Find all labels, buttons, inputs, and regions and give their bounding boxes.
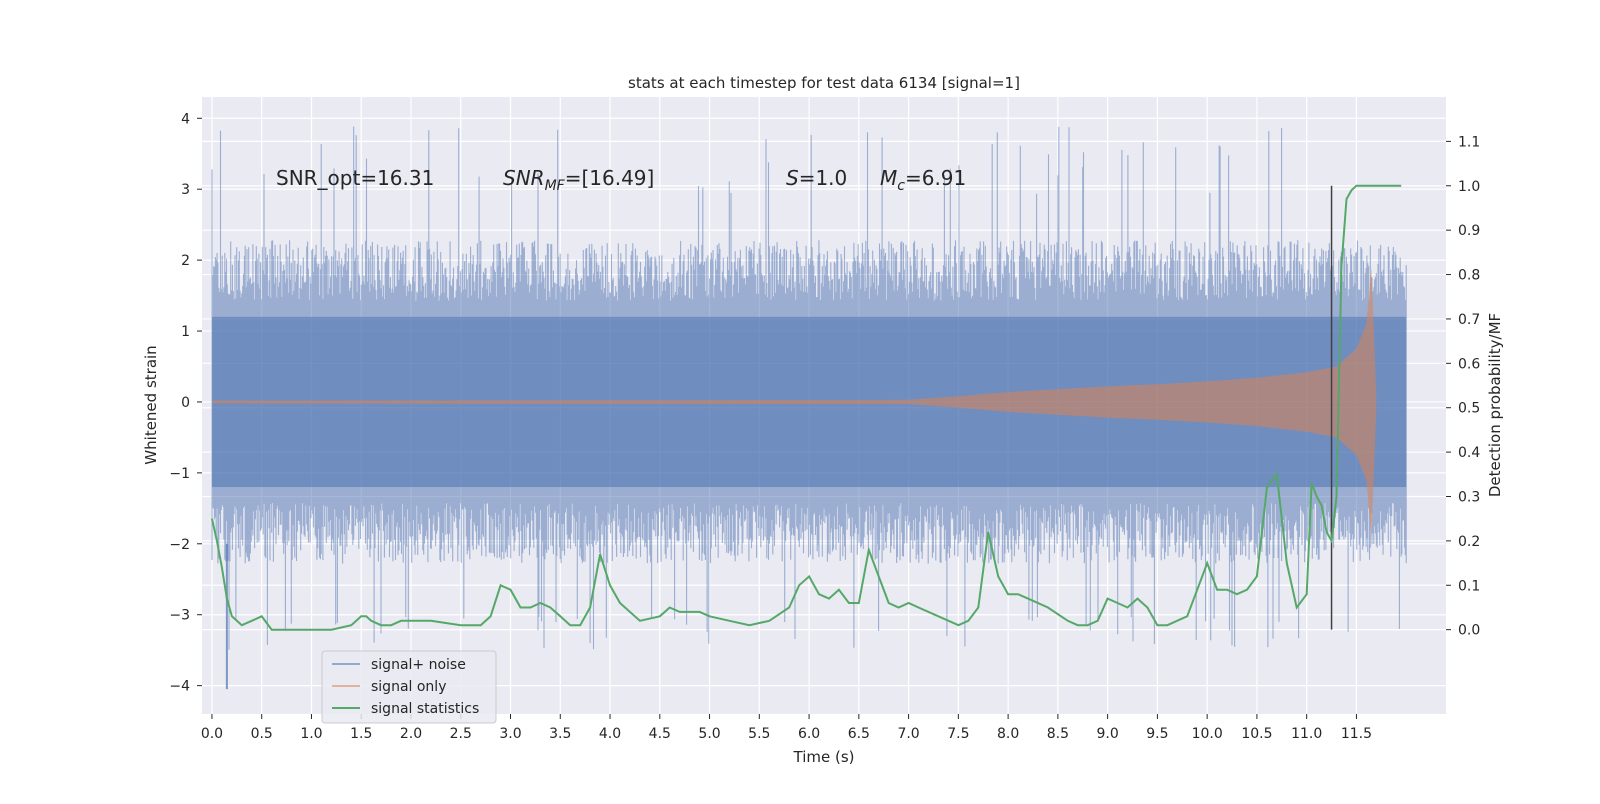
series-signal-only	[212, 267, 1377, 537]
y2-axis-ticks: 1.1 1.0 0.9 0.8 0.7 0.6 0.5 0.4 0.3 0.2 0.1 0.0	[1446, 134, 1480, 639]
x-axis-ticks: 0.0 0.5 1.0 1.5 2.0 2.5 3.0 3.5 4.0 4.5 5.0 5.5 6.0 6…	[201, 714, 1372, 742]
y2-tick-label-10: 0.1	[1458, 578, 1480, 594]
x-tick-label-15: 7.5	[947, 726, 969, 742]
x-tick-label-19: 9.5	[1146, 726, 1168, 742]
y2-tick-label-3: 0.8	[1458, 268, 1480, 284]
legend-label-signal-plus-noise: signal+ noise	[371, 657, 466, 673]
y-tick-label-6: −2	[169, 537, 190, 553]
legend-label-signal-only: signal only	[371, 679, 446, 695]
signal-envelope	[212, 267, 1377, 537]
y2-tick-label-11: 0.0	[1458, 623, 1480, 639]
y-tick-label-0: 4	[181, 111, 190, 127]
y2-tick-label-0: 1.1	[1458, 134, 1480, 150]
annotation-mc: Mc=6.91	[880, 166, 966, 194]
annotation-s-symbol: S	[786, 166, 799, 190]
y2-tick-label-7: 0.4	[1458, 445, 1480, 461]
annotation-snr-mf-base: SNR	[503, 166, 545, 190]
annotation-mc-value: =6.91	[905, 166, 966, 190]
x-axis-label: Time (s)	[793, 748, 855, 766]
x-tick-label-14: 7.0	[897, 726, 919, 742]
x-tick-label-13: 6.5	[848, 726, 870, 742]
y2-tick-label-2: 0.9	[1458, 223, 1480, 239]
x-tick-label-10: 5.0	[698, 726, 720, 742]
series-signal-statistics	[211, 184, 1402, 631]
x-tick-label-2: 1.0	[300, 726, 322, 742]
y-tick-label-8: −4	[169, 679, 190, 695]
x-tick-label-21: 10.5	[1241, 726, 1272, 742]
annotation-snr-mf: SNRMF=[16.49]	[503, 166, 654, 194]
y-axis-label: Whitened strain	[142, 345, 160, 464]
x-tick-label-17: 8.5	[1047, 726, 1069, 742]
annotation-snr-mf-value: =[16.49]	[565, 166, 655, 190]
y2-tick-label-5: 0.6	[1458, 356, 1480, 372]
x-tick-label-16: 8.0	[997, 726, 1019, 742]
x-tick-label-23: 11.5	[1341, 726, 1372, 742]
x-tick-label-1: 0.5	[251, 726, 273, 742]
x-tick-label-4: 2.0	[400, 726, 422, 742]
annotation-snr-opt: SNR_opt=16.31	[276, 166, 434, 190]
x-tick-label-11: 5.5	[748, 726, 770, 742]
legend-box	[321, 650, 497, 724]
y2-tick-label-8: 0.3	[1458, 489, 1480, 505]
y2-tick-label-9: 0.2	[1458, 534, 1480, 550]
x-tick-label-7: 3.5	[549, 726, 571, 742]
y2-axis-label: Detection probability/MF	[1486, 313, 1504, 497]
annotations: SNR_opt=16.31 SNRMF=[16.49] S=1.0 Mc=6.9…	[276, 166, 966, 194]
y-tick-label-5: −1	[169, 466, 190, 482]
y2-tick-label-6: 0.5	[1458, 401, 1480, 417]
x-tick-label-0: 0.0	[201, 726, 223, 742]
annotation-mc-sub: c	[897, 178, 905, 194]
y-tick-label-7: −3	[169, 608, 190, 624]
x-tick-label-6: 3.0	[499, 726, 521, 742]
y2-tick-label-4: 0.7	[1458, 312, 1480, 328]
y-tick-label-2: 2	[181, 253, 190, 269]
x-tick-label-12: 6.0	[798, 726, 820, 742]
y-axis-ticks: 4 3 2 1 0 −1 −2 −3 −4	[169, 111, 202, 695]
annotation-s-value: =1.0	[799, 166, 848, 190]
y-tick-label-4: 0	[181, 395, 190, 411]
x-tick-label-22: 11.0	[1291, 726, 1322, 742]
x-tick-label-20: 10.0	[1192, 726, 1223, 742]
x-tick-label-8: 4.0	[599, 726, 621, 742]
statistics-line	[211, 184, 1402, 631]
y2-tick-label-1: 1.0	[1458, 179, 1480, 195]
annotation-s: S=1.0	[786, 166, 847, 190]
legend-label-signal-statistics: signal statistics	[371, 701, 479, 717]
x-tick-label-3: 1.5	[350, 726, 372, 742]
chart-title: stats at each timestep for test data 613…	[628, 74, 1020, 92]
y-tick-label-3: 1	[181, 324, 190, 340]
annotation-mc-symbol: M	[880, 166, 897, 190]
x-tick-label-18: 9.0	[1096, 726, 1118, 742]
y-tick-label-1: 3	[181, 182, 190, 198]
legend: signal+ noise signal only signal statist…	[321, 650, 497, 724]
x-tick-label-9: 4.5	[649, 726, 671, 742]
annotation-snr-mf-sub: MF	[545, 178, 566, 194]
x-tick-label-5: 2.5	[450, 726, 472, 742]
